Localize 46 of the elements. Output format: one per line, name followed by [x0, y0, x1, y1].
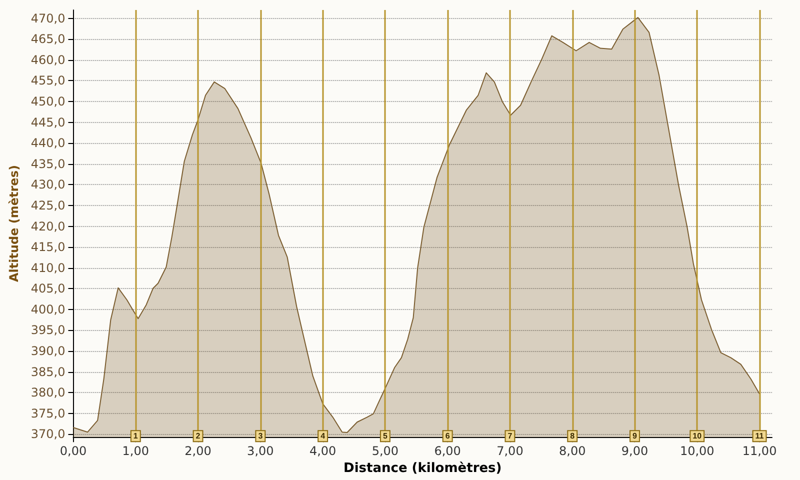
- y-tick-label: 425,0: [30, 198, 66, 212]
- ref-line-label: 6: [445, 432, 450, 441]
- ref-line-label: 8: [570, 432, 576, 441]
- y-tick-label: 375,0: [30, 406, 66, 420]
- y-tick-label: 440,0: [30, 136, 66, 150]
- y-tick-label: 395,0: [30, 323, 66, 338]
- x-tick-label: 7,00: [496, 444, 524, 458]
- x-tick-label: 4,00: [309, 444, 336, 458]
- y-tick-label: 415,0: [30, 240, 66, 254]
- x-tick-label: 6,00: [434, 444, 461, 458]
- ref-line-label: 9: [632, 432, 638, 441]
- x-tick-label: 3,00: [247, 444, 274, 458]
- x-tick-label: 11,00: [742, 444, 777, 458]
- y-axis-title: Altitude (mètres): [7, 165, 21, 282]
- y-tick-label: 460,0: [30, 52, 66, 67]
- ref-line-label: 2: [196, 432, 201, 441]
- x-tick-label: 8,00: [559, 444, 586, 458]
- y-tick-label: 370,0: [30, 427, 66, 442]
- y-tick-label: 470,0: [30, 11, 66, 26]
- y-tick-label: 435,0: [30, 156, 66, 171]
- x-tick-label: 1,00: [122, 444, 149, 458]
- y-tick-label: 455,0: [30, 74, 66, 88]
- y-tick-label: 445,0: [30, 115, 66, 130]
- y-tick-label: 385,0: [30, 364, 66, 379]
- ref-line-label: 3: [258, 432, 264, 441]
- y-tick-label: 380,0: [30, 386, 66, 400]
- ref-line-label: 1: [133, 432, 138, 441]
- ref-line-label: 11: [755, 432, 764, 441]
- ref-line-label: 4: [320, 432, 326, 441]
- y-tick-label: 400,0: [30, 302, 66, 316]
- y-tick-label: 390,0: [30, 344, 66, 358]
- ref-line-label: 5: [382, 432, 388, 441]
- ref-line-label: 7: [508, 432, 513, 441]
- ref-line-label: 10: [692, 432, 702, 441]
- x-tick-label: 0,00: [60, 444, 87, 458]
- x-axis-title: Distance (kilomètres): [344, 461, 502, 476]
- y-tick-label: 450,0: [30, 94, 66, 108]
- x-tick-label: 5,00: [372, 444, 399, 458]
- y-tick-label: 410,0: [30, 260, 66, 275]
- x-tick-label: 9,00: [621, 444, 648, 458]
- y-tick-label: 465,0: [30, 32, 66, 46]
- x-tick-label: 10,00: [680, 444, 714, 458]
- y-tick-label: 430,0: [30, 178, 66, 192]
- y-tick-label: 420,0: [30, 219, 66, 234]
- y-tick-label: 405,0: [30, 282, 66, 296]
- x-tick-label: 2,00: [184, 444, 212, 458]
